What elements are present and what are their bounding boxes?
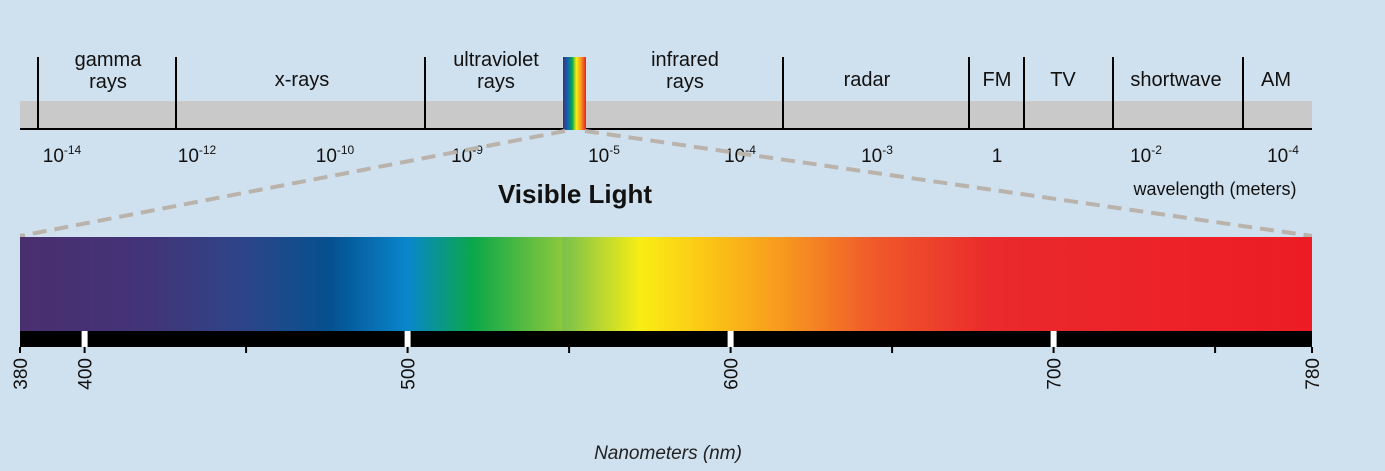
band-label-6: TV [1050,69,1076,91]
band-label-2: ultraviolet [453,49,539,71]
visible-light-title: Visible Light [498,179,652,209]
visible-axis-bar [20,331,1312,347]
band-label-1: x-rays [275,69,329,91]
nm-tick-mark-700 [1050,331,1057,347]
band-label-2-line2: rays [477,71,515,93]
nm-tick-label-600: 600 [722,358,743,390]
visible-ticks: 380 400 500 600 700 780 [11,331,1324,390]
band-label-3: infrared [651,49,719,71]
zoom-line-right [584,129,1313,238]
visible-spectrum-bar [20,237,1312,333]
nm-tick-label-400: 400 [76,358,97,390]
em-band-dividers [37,57,1244,130]
nm-tick-label-380: 380 [11,358,32,390]
wavelength-tick-9: 10-4 [1267,143,1299,167]
wavelength-tick-6: 10-3 [861,143,893,167]
band-label-0-line2: rays [89,71,127,93]
wavelength-axis-label: wavelength (meters) [1132,179,1296,199]
band-label-7: shortwave [1130,69,1221,91]
nm-tick-label-780: 780 [1303,358,1324,390]
wavelength-tick-8: 10-2 [1130,143,1162,167]
band-label-0: gamma [75,49,143,71]
nm-tick-mark-400 [81,331,88,347]
em-visible-band [563,57,586,130]
nm-tick-mark-600 [727,331,734,347]
wavelength-tick-1: 10-12 [178,143,217,167]
wavelength-tick-2: 10-10 [316,143,355,167]
zoom-line-left [19,129,566,238]
nanometers-axis-label: Nanometers (nm) [594,443,742,464]
em-band-bar [20,101,1312,130]
em-wavelength-ticks: 10-14 10-12 10-10 10-9 10-5 10-4 10-3 1 10-2 10-4 [43,143,1299,167]
wavelength-tick-4: 10-5 [588,143,620,167]
band-label-8: AM [1261,69,1291,91]
wavelength-tick-0: 10-14 [43,143,82,167]
nm-tick-label-500: 500 [399,358,420,390]
nm-tick-mark-500 [404,331,411,347]
wavelength-tick-3: 10-9 [451,143,483,167]
nm-tick-label-700: 700 [1045,358,1066,390]
band-label-3-line2: rays [666,71,704,93]
wavelength-tick-7: 1 [992,146,1003,167]
band-label-4: radar [844,69,891,91]
band-label-5: FM [983,69,1012,91]
